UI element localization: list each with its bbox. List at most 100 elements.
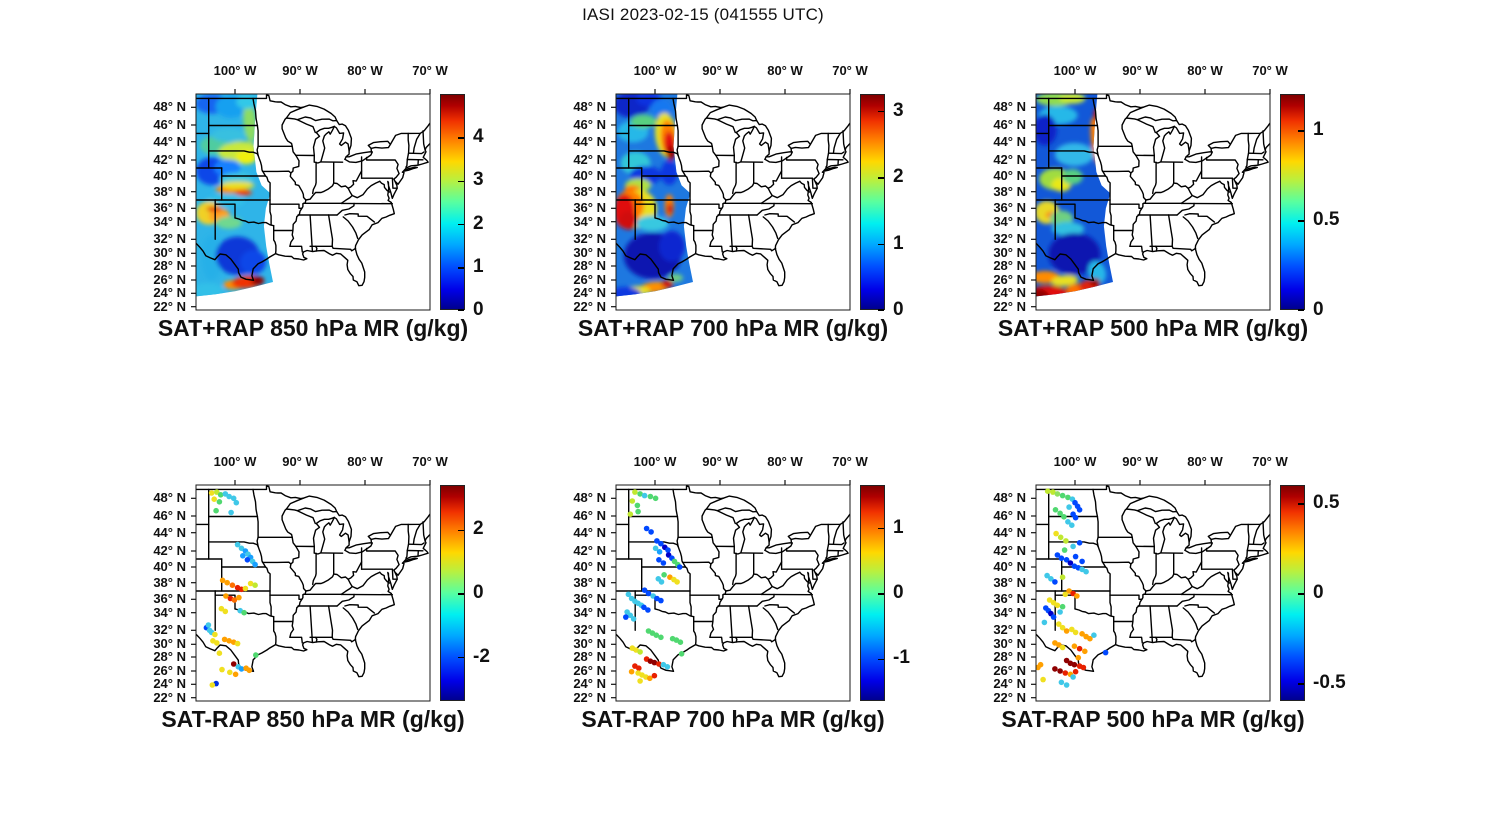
colorbar-tick [1298,503,1304,505]
state-boundary [676,124,687,177]
colorbar [440,485,465,701]
lon-tick-label: 70° W [1252,454,1288,469]
obs-point [1072,514,1079,521]
lat-tick-label: 40° N [153,559,186,574]
obs-point [1080,664,1087,671]
axes-box [1035,93,1271,311]
state-boundary [1101,561,1132,565]
state-boundary [1152,516,1175,555]
state-boundary [753,125,770,152]
state-boundary [261,170,292,174]
state-boundary [1171,636,1197,643]
state-boundary [1252,523,1261,545]
obs-point [658,579,665,585]
obs-point [1070,543,1076,550]
obs-point [632,489,638,495]
state-boundary [269,199,272,226]
obs-point [231,597,238,603]
state-boundary [705,495,758,513]
lon-tick-label: 90° W [1122,63,1158,78]
lon-tick-label: 90° W [702,454,738,469]
obs-point [1079,631,1085,637]
state-boundary [1231,177,1238,189]
obs-point [217,492,224,498]
state-boundary [273,616,277,646]
state-boundary [747,605,754,638]
colorbar-tick [878,527,884,530]
state-boundary [751,636,777,643]
state-boundary [1205,547,1240,571]
state-boundary [1176,510,1193,551]
lat-tick-label: 32° N [993,622,1026,638]
state-boundary [684,175,691,201]
state-boundary [305,561,363,592]
lat-tick-label: 24° N [573,676,606,692]
state-boundary [289,545,307,592]
lat-tick-label: 22° N [573,298,606,314]
state-boundary [787,531,812,541]
state-boundary [351,180,381,199]
obs-point [208,490,215,496]
colorbar-tick [458,529,464,532]
state-boundary [344,604,376,614]
colorbar-tick [878,593,884,595]
lat-tick-label: 32° N [153,231,186,247]
obs-point [641,604,647,611]
obs-point [213,507,219,514]
lat-tick-label: 22° N [153,689,186,705]
colorbar-tick-label: -1 [893,647,910,669]
lat-tick-label: 40° N [993,559,1026,574]
state-boundary [312,552,317,586]
obs-point [1072,668,1079,675]
state-boundary [1180,578,1193,596]
state-boundary [693,225,697,255]
difference-dots [623,489,685,684]
state-boundary [809,512,850,537]
state-boundary [1229,512,1270,537]
colorbar-tick [458,309,464,311]
lon-tick-label: 70° W [412,63,448,78]
map-plot [1031,89,1271,311]
state-boundary [689,594,723,600]
lat-tick-label: 42° N [153,152,186,167]
state-boundary [1182,607,1199,631]
colorbar-tick-label: -0.5 [1313,672,1346,693]
state-boundary [1262,521,1266,542]
state-boundary [701,117,717,156]
state-boundary [799,571,811,584]
lat-tick-label: 42° N [993,543,1026,558]
lon-tick-label: 70° W [832,63,868,78]
obs-point [623,614,629,620]
lon-tick-label: 100° W [213,454,257,469]
obs-point [246,667,253,674]
state-boundary [1243,557,1258,563]
state-boundary [709,245,723,253]
state-boundary [269,590,272,617]
state-boundary [709,154,727,201]
state-boundary [331,636,357,643]
obs-point [1069,522,1075,528]
lon-tick-label: 100° W [1053,454,1097,469]
obs-point [643,525,650,532]
obs-point [1062,670,1069,676]
state-boundary [751,245,777,252]
colorbar-tick-label: 2 [473,212,484,234]
state-boundary [823,166,838,172]
lat-tick-label: 36° N [993,591,1026,607]
obs-point [230,661,237,667]
state-boundary [289,199,307,247]
state-boundary [634,203,656,219]
state-boundary [281,117,297,156]
state-boundary [336,119,353,160]
state-boundary [391,568,398,580]
obs-point [1057,609,1063,615]
panel-sat-minus-rap-700: SAT-RAP 700 hPa MR (g/kg) 100° W 90° W 80°… [540,445,960,747]
obs-point [656,549,663,555]
obs-point [678,651,685,657]
obs-point [1072,553,1079,560]
state-boundary [1121,117,1137,156]
obs-point [212,631,218,638]
lon-tick-label: 100° W [213,63,257,78]
lat-tick-label: 46° N [573,117,606,132]
obs-point [1059,492,1066,499]
